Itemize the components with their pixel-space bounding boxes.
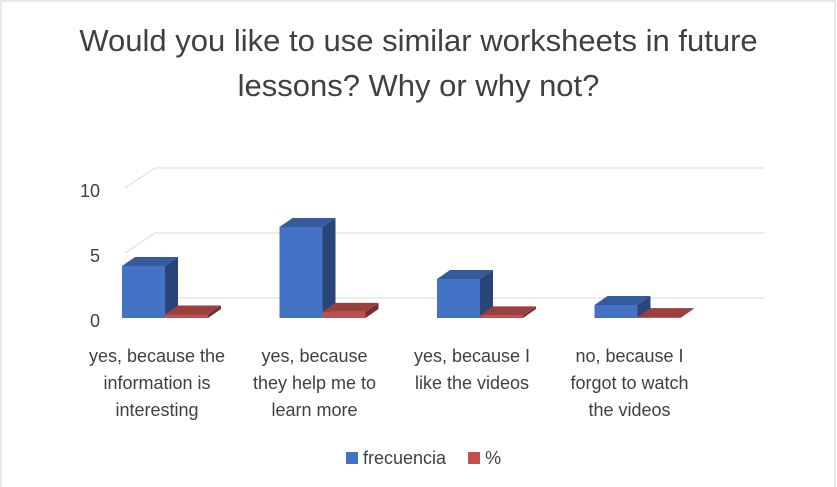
bar-side xyxy=(680,308,694,318)
bar xyxy=(122,266,165,318)
bar xyxy=(480,315,523,318)
bar xyxy=(637,317,681,318)
bar xyxy=(165,314,208,318)
x-tick-label: no, because I forgot to watch the videos xyxy=(570,346,689,420)
x-tick-label: yes, because they help me to learn more xyxy=(252,346,377,420)
bar xyxy=(594,305,638,318)
legend-swatch xyxy=(346,452,358,464)
grid-line xyxy=(124,167,765,189)
y-tick-label: 10 xyxy=(80,181,100,201)
bar-side xyxy=(637,296,651,318)
bar xyxy=(322,311,366,318)
bar-top xyxy=(122,257,178,266)
grid-line xyxy=(124,232,765,254)
y-tick-label: 0 xyxy=(90,311,100,331)
legend-label: frecuencia xyxy=(363,448,447,468)
y-tick-label: 5 xyxy=(90,246,100,266)
bar-side xyxy=(208,305,221,318)
chart-title: Would you like to use similar worksheets… xyxy=(79,23,758,103)
bar-top xyxy=(637,308,694,318)
bar-top xyxy=(437,270,493,279)
legend-swatch xyxy=(468,452,481,464)
bar-side xyxy=(523,306,536,318)
bar-top xyxy=(322,302,379,312)
bar-side xyxy=(322,218,336,318)
bar-side xyxy=(480,270,493,318)
x-tick-label: yes, because I like the videos xyxy=(413,346,531,393)
bar-side xyxy=(165,257,178,318)
bar-top xyxy=(594,296,651,305)
bar-top xyxy=(165,305,221,315)
bar-top xyxy=(480,306,536,316)
bar-side xyxy=(365,302,379,318)
bar xyxy=(279,227,323,318)
bar xyxy=(437,279,480,318)
legend-label: % xyxy=(485,448,501,468)
bar-top xyxy=(279,218,336,227)
x-tick-label: yes, because the information is interest… xyxy=(88,346,226,420)
